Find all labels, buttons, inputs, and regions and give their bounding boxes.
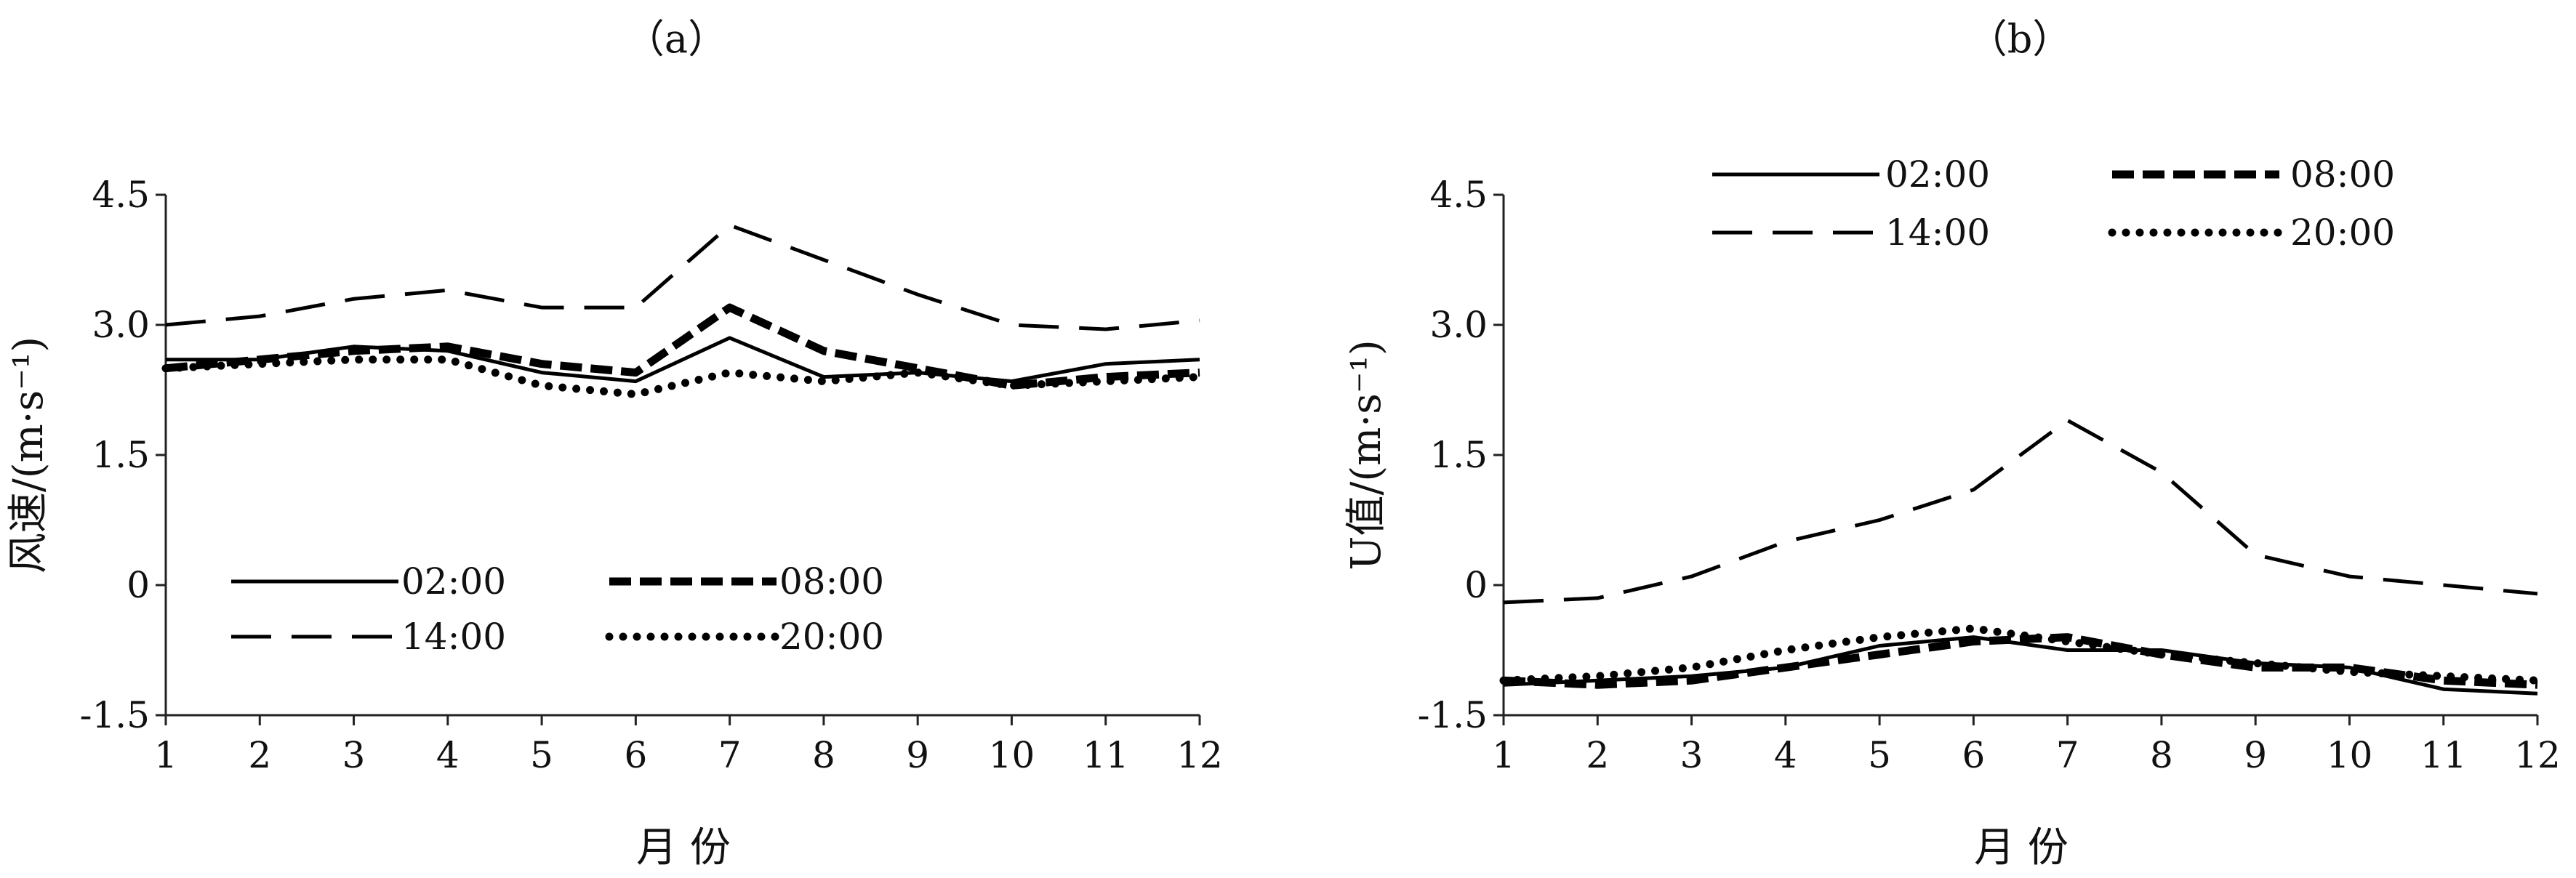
- x-tick-label: 5: [1868, 734, 1891, 776]
- panel-label: （a）: [625, 16, 727, 62]
- panel-b: （b）4.53.01.50-1.51 2 3 4 5 6 7 8 9 10 11 12U值/(m·s⁻…: [1343, 16, 2561, 871]
- x-tick-label: 4: [436, 734, 460, 776]
- panel-label: （b）: [1968, 16, 2072, 62]
- x-tick-label: 2: [248, 734, 271, 776]
- legend-label-0200: 02:00: [1885, 153, 1990, 196]
- y-tick-label: 4.5: [92, 174, 150, 216]
- x-tick-label: 9: [2244, 734, 2267, 776]
- x-tick-label: 3: [1680, 734, 1704, 776]
- y-tick-label: 4.5: [1429, 174, 1488, 216]
- x-tick-label: 2: [1586, 734, 1609, 776]
- x-tick-label: 1: [154, 734, 177, 776]
- x-tick-label: 7: [2056, 734, 2079, 776]
- legend: 02:00 08:00 14:00 20:00: [1712, 153, 2395, 254]
- legend-label-0800: 08:00: [779, 560, 884, 603]
- x-axis-title: 月 份: [636, 824, 731, 871]
- y-tick-label: 0: [1464, 564, 1488, 606]
- series-line-1400: [165, 223, 1200, 331]
- y-tick-label: 3.0: [92, 304, 150, 346]
- y-tick-label: 3.0: [1429, 304, 1488, 346]
- legend-label-2000: 20:00: [2290, 212, 2395, 254]
- y-tick-label: 1.5: [92, 434, 150, 476]
- y-tick-label: 1.5: [1429, 434, 1488, 476]
- x-tick-label: 8: [812, 734, 835, 776]
- panel-a: （a）4.53.01.50-1.51 2 3 4 5 6 7 8 9 10 11 12风速/(m·s⁻…: [5, 16, 1223, 871]
- x-axis-title: 月 份: [1974, 824, 2069, 871]
- x-tick-label: 6: [624, 734, 647, 776]
- x-tick-label: 6: [1962, 734, 1985, 776]
- legend: 02:00 08:00 14:00 20:00: [231, 560, 884, 658]
- series-line-2000: [161, 355, 1204, 398]
- x-tick-label: 1: [1492, 734, 1515, 776]
- x-tick-label: 12: [2514, 734, 2561, 776]
- x-tick-label: 9: [906, 734, 929, 776]
- x-tick-label: 10: [2327, 734, 2373, 776]
- legend-label-0800: 08:00: [2290, 153, 2395, 196]
- legend-label-2000: 20:00: [779, 616, 884, 658]
- y-axis-title: 风速/(m·s⁻¹): [5, 337, 52, 573]
- legend-label-1400: 14:00: [1885, 212, 1990, 254]
- y-tick-label: 0: [127, 564, 150, 606]
- y-tick-label: -1.5: [80, 694, 150, 736]
- x-tick-label: 7: [718, 734, 742, 776]
- legend-label-1400: 14:00: [401, 616, 506, 658]
- x-tick-label: 3: [342, 734, 366, 776]
- x-tick-label: 4: [1774, 734, 1797, 776]
- x-tick-label: 8: [2150, 734, 2173, 776]
- x-tick-label: 12: [1176, 734, 1223, 776]
- y-tick-label: -1.5: [1418, 694, 1488, 736]
- legend-label-0200: 02:00: [401, 560, 506, 603]
- series-line-1400: [1503, 418, 2538, 605]
- x-tick-label: 11: [2420, 734, 2467, 776]
- x-tick-label: 5: [530, 734, 553, 776]
- x-tick-label: 10: [989, 734, 1035, 776]
- y-axis-title: U值/(m·s⁻¹): [1343, 339, 1390, 570]
- x-tick-label: 11: [1083, 734, 1129, 776]
- series-line-0800: [1503, 633, 2538, 689]
- series-line-2000: [1499, 624, 2542, 685]
